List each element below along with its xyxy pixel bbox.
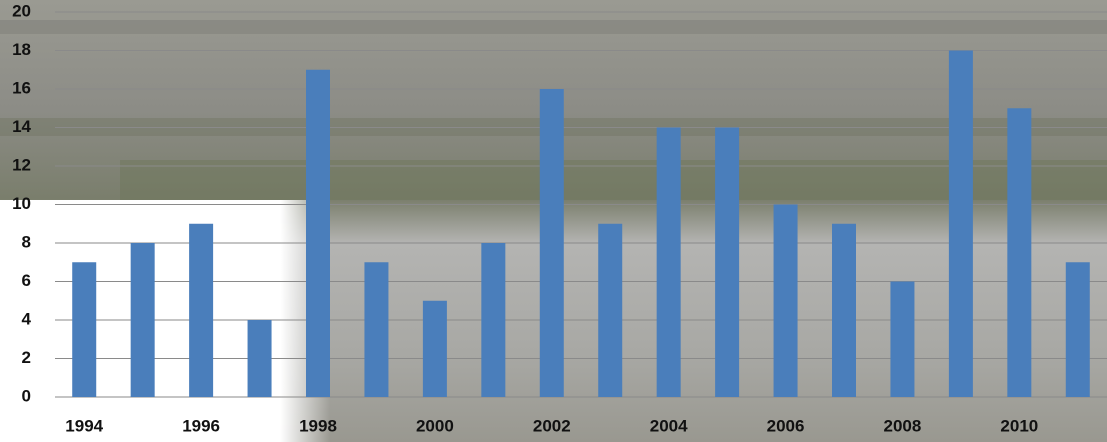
y-tick-label: 20 — [12, 1, 31, 20]
x-tick-label: 2008 — [884, 416, 922, 435]
photo-band — [0, 20, 1107, 34]
bar — [1065, 262, 1090, 397]
bar — [715, 127, 740, 397]
bar — [481, 243, 506, 397]
y-tick-label: 18 — [12, 40, 31, 59]
y-tick-label: 16 — [12, 78, 31, 97]
x-tick-label: 2006 — [767, 416, 805, 435]
bar — [539, 89, 564, 397]
bar — [890, 281, 915, 397]
x-tick-label: 1996 — [182, 416, 220, 435]
x-tick-label: 2000 — [416, 416, 454, 435]
bar — [656, 127, 681, 397]
y-tick-label: 8 — [22, 232, 31, 251]
y-tick-label: 10 — [12, 194, 31, 213]
bar — [598, 223, 623, 397]
bar — [247, 320, 272, 397]
bar — [364, 262, 389, 397]
x-tick-label: 1998 — [299, 416, 337, 435]
bar — [773, 204, 798, 397]
y-tick-label: 6 — [22, 271, 31, 290]
y-tick-label: 4 — [22, 309, 32, 328]
x-tick-label: 2010 — [1000, 416, 1038, 435]
bar — [130, 243, 155, 397]
white-overlay — [0, 200, 330, 442]
x-tick-label: 2002 — [533, 416, 571, 435]
y-tick-label: 0 — [22, 386, 31, 405]
y-tick-label: 2 — [22, 348, 31, 367]
x-tick-label: 1994 — [65, 416, 103, 435]
bar — [948, 50, 973, 397]
y-tick-label: 12 — [12, 155, 31, 174]
x-tick-label: 2004 — [650, 416, 688, 435]
y-tick-label: 14 — [12, 117, 31, 136]
bar — [1007, 108, 1032, 397]
bar — [189, 223, 214, 397]
photo-band — [120, 160, 1107, 200]
bar — [832, 223, 856, 397]
bar — [422, 300, 447, 397]
bar — [306, 69, 330, 397]
bar — [72, 262, 97, 397]
